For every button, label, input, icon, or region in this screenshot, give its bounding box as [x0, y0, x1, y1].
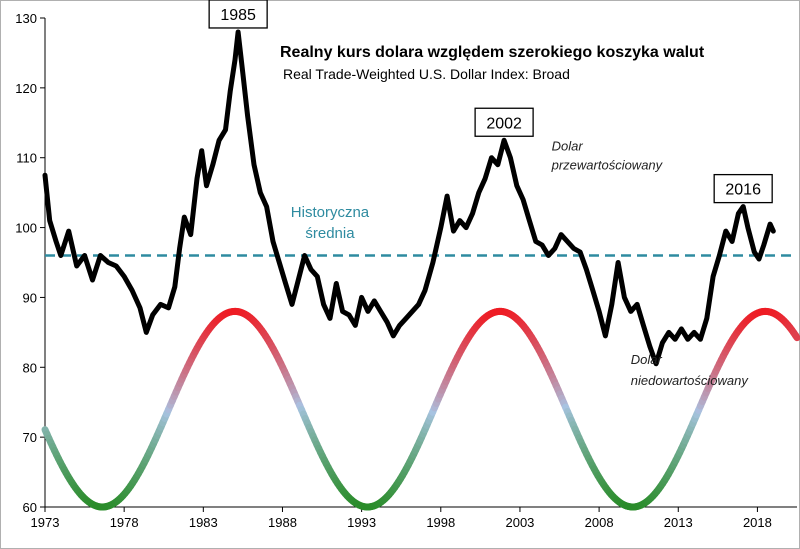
y-tick-label: 100 [15, 221, 37, 236]
chart-title: Realny kurs dolara względem szerokiego k… [280, 44, 705, 61]
y-tick-label: 110 [16, 151, 37, 166]
y-tick-label: 130 [15, 11, 37, 26]
note-label: przewartościowany [551, 158, 664, 173]
x-tick-label: 2013 [664, 515, 693, 530]
y-tick-label: 70 [23, 430, 37, 445]
year-label: 2016 [725, 182, 761, 199]
chart-subtitle: Real Trade-Weighted U.S. Dollar Index: B… [283, 66, 570, 82]
x-tick-label: 1978 [110, 515, 139, 530]
y-tick-label: 80 [23, 360, 37, 375]
x-tick-label: 1973 [31, 515, 60, 530]
y-axis: 60 70 80 90 100 110 120 130 [15, 11, 46, 515]
note-label: Dolar [631, 352, 663, 367]
y-tick-label: 120 [15, 81, 37, 96]
x-tick-label: 1993 [347, 515, 376, 530]
cycle-curve [41, 307, 800, 511]
y-tick-label: 90 [23, 290, 37, 305]
year-box [474, 107, 534, 137]
cycle-segment [791, 331, 800, 342]
y-tick-label: 60 [23, 500, 37, 515]
x-axis: 1973 1978 1983 1988 1993 1998 2003 2008 2013 2018 [31, 506, 797, 530]
x-tick-label: 1988 [268, 515, 297, 530]
year-box [208, 0, 268, 29]
year-label: 2002 [486, 115, 522, 132]
note-label: niedowartościowany [631, 373, 750, 388]
year-box [713, 173, 773, 204]
average-label: Historyczna [291, 204, 370, 221]
x-tick-label: 1983 [189, 515, 218, 530]
x-tick-label: 1998 [426, 515, 455, 530]
average-label: średnia [305, 225, 355, 242]
x-tick-label: 2003 [505, 515, 534, 530]
year-label: 1985 [220, 7, 256, 24]
note-label: Dolar [552, 139, 584, 154]
x-tick-label: 2018 [743, 515, 772, 530]
x-tick-label: 2008 [585, 515, 614, 530]
dollar-index-line [42, 29, 776, 367]
annotations: 1985 2002 2016 Historyczna średnia Dolar przew… [208, 0, 773, 388]
